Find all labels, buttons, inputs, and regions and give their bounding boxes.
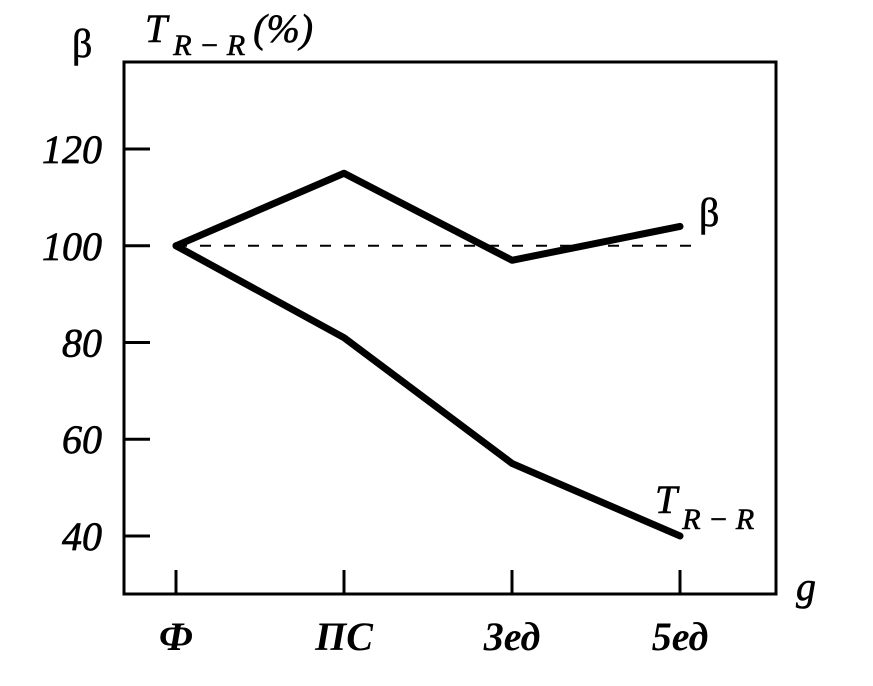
x-tick-label: Ф	[159, 614, 193, 659]
x-axis-ticks: Ф ПС 3ед 5ед	[159, 570, 708, 659]
series-label-beta: β	[699, 190, 719, 235]
plot-frame	[122, 60, 778, 596]
y-tick-label: 40	[62, 514, 102, 559]
x-tick-label: 3ед	[483, 614, 541, 659]
y-axis-label-t-rr-unit: (%)	[253, 6, 313, 51]
y-tick-label: 100	[42, 224, 102, 269]
x-tick-label: 5ед	[652, 614, 709, 659]
y-axis-label-t-rr-subscript: R − R	[172, 29, 245, 62]
y-tick-label: 80	[62, 321, 102, 366]
series-label-t-rr-subscript: R − R	[681, 503, 754, 536]
series-line-beta	[172, 169, 684, 264]
y-tick-label: 60	[62, 417, 102, 462]
series-line-t-rr	[172, 242, 684, 540]
y-axis-label-t-rr-symbol: T	[145, 6, 170, 51]
series-label-t-rr-symbol: T	[655, 477, 680, 522]
x-axis-label: g	[796, 564, 816, 609]
y-axis-ticks: 40 60 80 100 120	[42, 127, 150, 559]
series-lines	[172, 169, 684, 540]
y-tick-label: 120	[42, 127, 102, 172]
y-axis-label-beta: β	[72, 21, 92, 66]
x-tick-label: ПС	[314, 614, 374, 659]
